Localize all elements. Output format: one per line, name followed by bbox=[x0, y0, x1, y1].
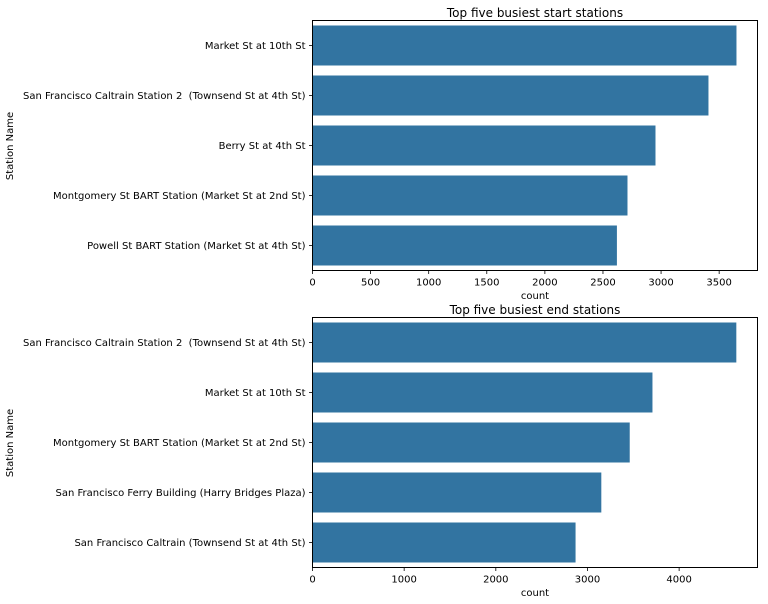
bars bbox=[312, 322, 737, 563]
x-axis-label: count bbox=[521, 291, 549, 302]
x-tick-label: 3000 bbox=[648, 278, 673, 289]
x-tick-label: 4000 bbox=[666, 575, 691, 586]
y-tick-label: Montgomery St BART Station (Market St at… bbox=[53, 191, 306, 202]
bar bbox=[312, 125, 656, 166]
x-tick-label: 500 bbox=[361, 278, 380, 289]
axes-frame bbox=[312, 317, 758, 568]
x-tick-label: 1000 bbox=[416, 278, 441, 289]
bars bbox=[312, 25, 737, 266]
bar bbox=[312, 175, 628, 216]
x-tick-label: 2000 bbox=[483, 575, 508, 586]
y-tick-label: Market St at 10th St bbox=[205, 41, 306, 52]
y-tick-label: San Francisco Caltrain (Townsend St at 4… bbox=[74, 538, 305, 549]
bar bbox=[312, 522, 576, 563]
y-tick-label: Montgomery St BART Station (Market St at… bbox=[53, 438, 306, 449]
y-axis-label: Station Name bbox=[5, 112, 16, 180]
x-tick-label: 3500 bbox=[706, 278, 731, 289]
x-tick-label: 1500 bbox=[474, 278, 499, 289]
x-tick-label: 1000 bbox=[391, 575, 416, 586]
y-tick-labels: Market St at 10th St San Francisco Caltra… bbox=[23, 41, 313, 252]
x-tick-label: 0 bbox=[309, 575, 315, 586]
y-tick-label: Market St at 10th St bbox=[205, 388, 306, 399]
bar bbox=[312, 372, 653, 413]
start-stations-chart: Top five busiest start stations Market S… bbox=[5, 6, 758, 302]
x-tick-label: 3000 bbox=[575, 575, 600, 586]
y-tick-label: San Francisco Caltrain Station 2 (Townse… bbox=[23, 91, 306, 102]
bar bbox=[312, 472, 602, 513]
bar bbox=[312, 75, 709, 116]
x-ticks: 0 500 1000 1500 2000 2500 3000 3500 bbox=[309, 270, 732, 289]
end-stations-chart: Top five busiest end stations San Franci… bbox=[5, 303, 758, 599]
x-ticks: 0 1000 2000 3000 4000 bbox=[309, 567, 692, 586]
y-tick-label: Berry St at 4th St bbox=[219, 141, 306, 152]
chart-title: Top five busiest start stations bbox=[446, 6, 623, 20]
bar bbox=[312, 422, 630, 463]
x-axis-label: count bbox=[521, 588, 549, 599]
bar bbox=[312, 25, 737, 66]
y-tick-labels: San Francisco Caltrain Station 2 (Townse… bbox=[23, 338, 313, 549]
y-tick-label: Powell St BART Station (Market St at 4th… bbox=[87, 241, 305, 252]
chart-title: Top five busiest end stations bbox=[449, 303, 621, 317]
x-tick-label: 2500 bbox=[590, 278, 615, 289]
axes-frame bbox=[312, 20, 758, 271]
bar bbox=[312, 225, 617, 266]
y-tick-label: San Francisco Ferry Building (Harry Brid… bbox=[55, 488, 305, 499]
x-tick-label: 0 bbox=[309, 278, 315, 289]
bar bbox=[312, 322, 737, 363]
x-tick-label: 2000 bbox=[532, 278, 557, 289]
y-tick-label: San Francisco Caltrain Station 2 (Townse… bbox=[23, 338, 306, 349]
y-axis-label: Station Name bbox=[5, 409, 16, 477]
